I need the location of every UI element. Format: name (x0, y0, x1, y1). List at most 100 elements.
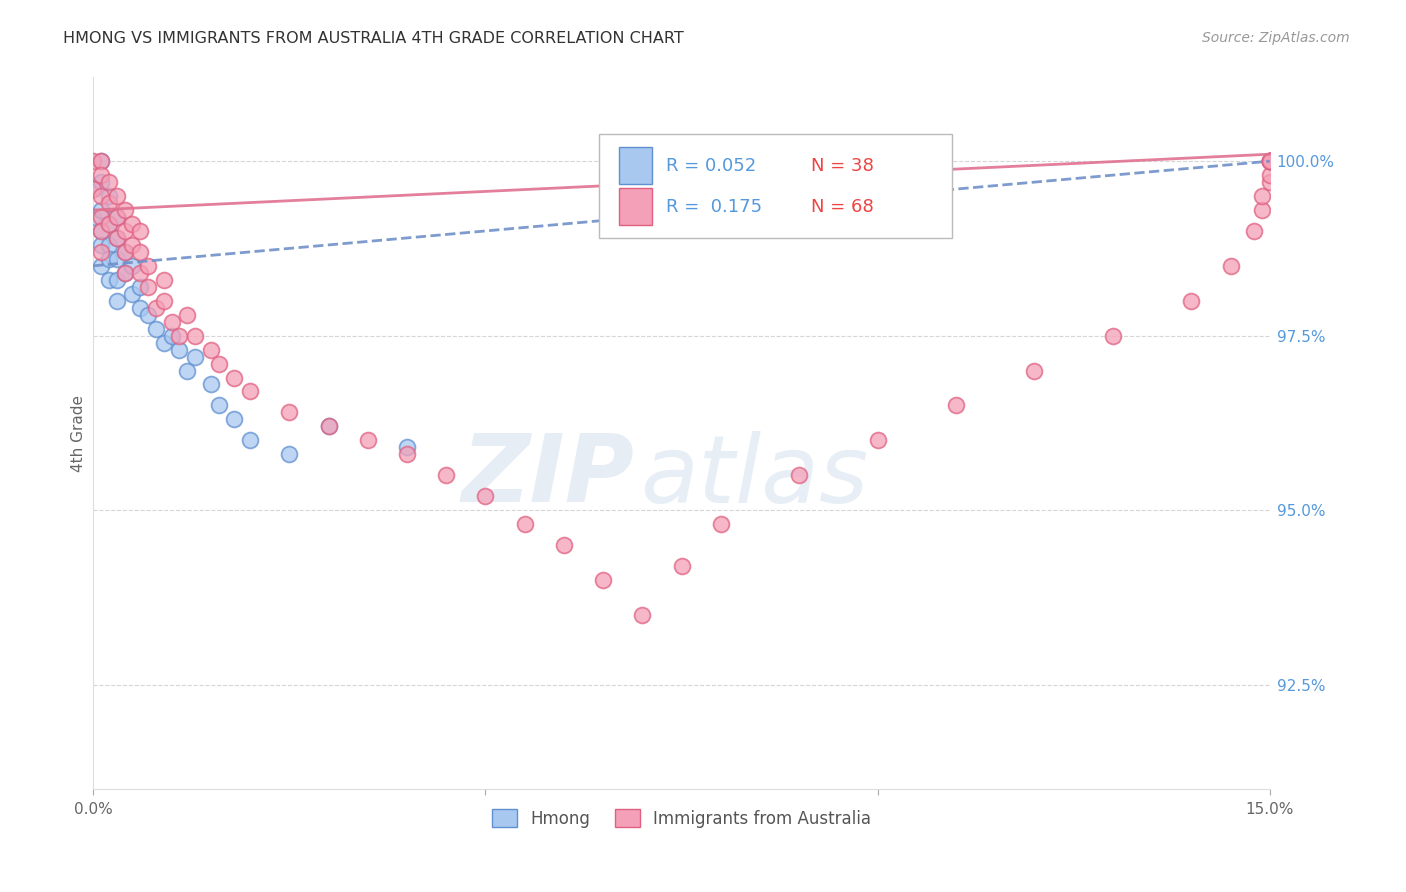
Point (184, 350, 207, 364)
Point (136, 259, 159, 273)
Point (395, 440, 418, 454)
Point (105, 231, 128, 245)
Point (592, 573, 614, 587)
Point (97, 175, 120, 189)
Point (1251, 202, 1274, 217)
Point (121, 238, 143, 252)
Point (90, 175, 112, 189)
Point (671, 558, 693, 573)
Point (82, 154, 104, 169)
Point (97, 273, 120, 287)
Point (145, 301, 167, 315)
Point (90, 224, 112, 238)
Point (82, 182, 104, 196)
Point (90, 154, 112, 169)
Point (176, 308, 198, 322)
Point (129, 301, 152, 315)
Point (945, 399, 967, 413)
Point (90, 210, 112, 224)
Point (105, 293, 128, 308)
Point (82, 182, 104, 196)
Point (105, 189, 128, 203)
Point (208, 357, 231, 371)
Point (1258, 154, 1281, 169)
Point (90, 244, 112, 259)
Point (90, 154, 112, 169)
Point (1258, 154, 1281, 169)
FancyBboxPatch shape (599, 135, 952, 237)
Point (136, 308, 159, 322)
Point (434, 468, 457, 483)
Point (152, 293, 174, 308)
Point (239, 384, 262, 399)
Point (129, 244, 152, 259)
Point (136, 280, 159, 294)
Point (1219, 259, 1241, 273)
Point (152, 273, 174, 287)
Text: N = 68: N = 68 (811, 198, 873, 216)
Point (553, 538, 575, 552)
Point (1258, 154, 1281, 169)
Point (129, 224, 152, 238)
Text: atlas: atlas (640, 431, 869, 522)
Point (200, 343, 222, 357)
Point (114, 244, 136, 259)
Point (278, 447, 301, 461)
Point (787, 468, 810, 483)
Point (90, 224, 112, 238)
Point (105, 252, 128, 266)
Text: R =  0.175: R = 0.175 (666, 198, 762, 216)
Point (200, 377, 222, 392)
Point (97, 217, 120, 231)
Point (224, 370, 246, 384)
Point (1258, 168, 1281, 182)
Legend: Hmong, Immigrants from Australia: Hmong, Immigrants from Australia (485, 803, 877, 834)
Point (866, 434, 889, 448)
Point (1258, 175, 1281, 189)
Point (97, 238, 120, 252)
Point (129, 266, 152, 280)
Point (97, 217, 120, 231)
Point (114, 202, 136, 217)
Point (1258, 154, 1281, 169)
Point (169, 328, 191, 343)
Text: R = 0.052: R = 0.052 (666, 157, 756, 175)
Text: HMONG VS IMMIGRANTS FROM AUSTRALIA 4TH GRADE CORRELATION CHART: HMONG VS IMMIGRANTS FROM AUSTRALIA 4TH G… (63, 31, 685, 46)
Point (318, 419, 340, 434)
Point (1243, 224, 1265, 238)
Point (1024, 363, 1046, 377)
Point (395, 447, 418, 461)
Text: N = 38: N = 38 (811, 157, 873, 175)
Point (121, 259, 143, 273)
Point (160, 315, 183, 329)
Y-axis label: 4th Grade: 4th Grade (72, 395, 86, 472)
Point (97, 252, 120, 266)
Point (90, 189, 112, 203)
Point (152, 335, 174, 350)
Point (114, 266, 136, 280)
Point (513, 516, 536, 531)
Point (129, 280, 152, 294)
Point (184, 328, 207, 343)
Point (105, 210, 128, 224)
Point (1180, 293, 1202, 308)
Point (1258, 154, 1281, 169)
Point (710, 516, 733, 531)
Point (318, 419, 340, 434)
Point (121, 217, 143, 231)
Point (105, 231, 128, 245)
Point (90, 238, 112, 252)
Point (160, 328, 183, 343)
Point (631, 607, 654, 622)
Point (105, 210, 128, 224)
Point (121, 286, 143, 301)
Point (1258, 154, 1281, 169)
Point (90, 202, 112, 217)
Point (114, 224, 136, 238)
Text: Source: ZipAtlas.com: Source: ZipAtlas.com (1202, 31, 1350, 45)
Point (239, 434, 262, 448)
Bar (619, 188, 652, 226)
Point (169, 343, 191, 357)
Point (278, 405, 301, 419)
Point (176, 363, 198, 377)
